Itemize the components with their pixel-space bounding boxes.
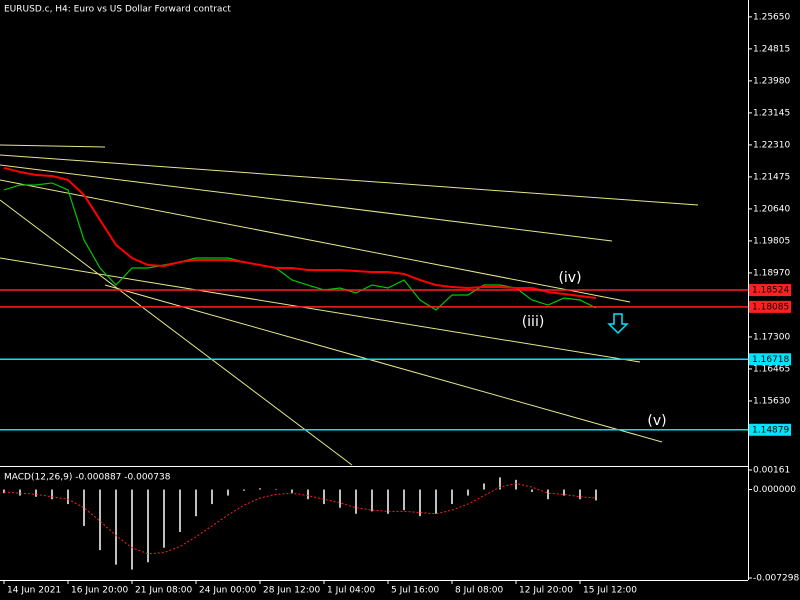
macd-bar	[435, 489, 437, 514]
price-level-label: 1.18085	[752, 302, 789, 312]
macd-bar	[243, 489, 245, 491]
y-tick-label: 0.000000	[753, 485, 796, 495]
macd-title: MACD(12,26,9) -0.000887 -0.000738	[4, 473, 171, 483]
macd-bar	[67, 489, 69, 505]
macd-bar	[131, 489, 133, 570]
macd-bar	[323, 489, 325, 505]
macd-bar	[19, 489, 21, 496]
macd-bar	[563, 489, 565, 496]
y-tick-label: -0.007298	[753, 574, 799, 584]
macd-bar	[531, 489, 533, 492]
trend-line	[0, 179, 631, 303]
wave-label: (v)	[647, 413, 666, 429]
price-level-box	[749, 284, 791, 297]
trend-line	[0, 164, 613, 242]
trend-line	[0, 199, 353, 466]
x-tick-label: 8 Jul 08:00	[455, 586, 504, 596]
price-level-box	[749, 423, 791, 436]
macd-bar	[147, 489, 149, 563]
macd-bar	[211, 489, 213, 505]
y-tick-label: 1.21475	[753, 172, 790, 182]
y-tick-label: 1.22310	[753, 140, 790, 150]
macd-bar	[403, 489, 405, 511]
macd-bar	[195, 489, 197, 517]
macd-bar	[595, 489, 597, 501]
y-tick-label: 1.19805	[753, 236, 790, 246]
macd-bar	[291, 489, 293, 494]
price-level-label: 1.14879	[752, 425, 789, 435]
macd-bar	[51, 489, 53, 500]
macd-bar	[371, 489, 373, 512]
x-tick-label: 5 Jul 16:00	[391, 586, 440, 596]
x-tick-label: 21 Jun 08:00	[135, 586, 192, 596]
macd-bar	[355, 489, 357, 514]
macd-bar	[275, 489, 277, 491]
macd-bar	[515, 479, 517, 490]
macd-bar	[499, 477, 501, 490]
trend-line	[0, 154, 699, 206]
macd-bar	[547, 489, 549, 500]
price-level-label: 1.16718	[752, 355, 789, 365]
macd-bar	[35, 489, 37, 497]
macd-bar	[483, 483, 485, 490]
price-level-box	[749, 300, 791, 313]
y-tick-label: 1.23980	[753, 76, 790, 86]
price-line	[3, 182, 597, 311]
price-level-label: 1.18524	[752, 286, 789, 296]
x-tick-label: 1 Jul 04:00	[327, 586, 376, 596]
macd-bar	[307, 489, 309, 500]
x-tick-label: 16 Jun 20:00	[71, 586, 128, 596]
x-tick-label: 12 Jul 20:00	[519, 586, 573, 596]
y-tick-label: 1.23145	[753, 108, 790, 118]
y-tick-label: 1.16465	[753, 364, 790, 374]
x-tick-label: 15 Jul 12:00	[583, 586, 637, 596]
x-tick-label: 24 Jun 00:00	[199, 586, 256, 596]
macd-bar	[3, 489, 5, 494]
macd-bar	[259, 488, 261, 490]
signal-line	[3, 482, 597, 555]
chart-title: EURUSD.c, H4: Euro vs US Dollar Forward …	[4, 5, 231, 15]
macd-bar	[579, 489, 581, 500]
wave-label: (iii)	[522, 314, 545, 330]
macd-bar	[419, 489, 421, 517]
trend-line	[0, 144, 106, 148]
y-tick-label: 1.20640	[753, 204, 790, 214]
down-arrow	[607, 313, 629, 335]
trend-line	[104, 284, 663, 443]
price-line	[3, 166, 597, 300]
y-tick-label: 0.00161	[753, 466, 790, 476]
macd-bar	[115, 489, 117, 565]
y-tick-label: 1.15630	[753, 396, 790, 406]
x-tick-label: 14 Jun 2021	[7, 586, 61, 596]
macd-bar	[467, 489, 469, 496]
macd-bar	[451, 489, 453, 505]
y-tick-label: 1.17300	[753, 332, 790, 342]
price-level-box	[749, 353, 791, 366]
macd-bar	[163, 489, 165, 548]
y-tick-label: 1.18970	[753, 268, 790, 278]
macd-bar	[83, 489, 85, 526]
x-tick-label: 28 Jun 12:00	[263, 586, 320, 596]
macd-bar	[99, 489, 101, 551]
macd-bar	[339, 489, 341, 508]
macd-bar	[179, 489, 181, 532]
y-tick-label: 1.25650	[753, 12, 790, 22]
y-tick-label: 1.24815	[753, 44, 790, 54]
wave-label: (iv)	[558, 270, 581, 286]
macd-bar	[387, 489, 389, 514]
macd-bar	[227, 489, 229, 496]
